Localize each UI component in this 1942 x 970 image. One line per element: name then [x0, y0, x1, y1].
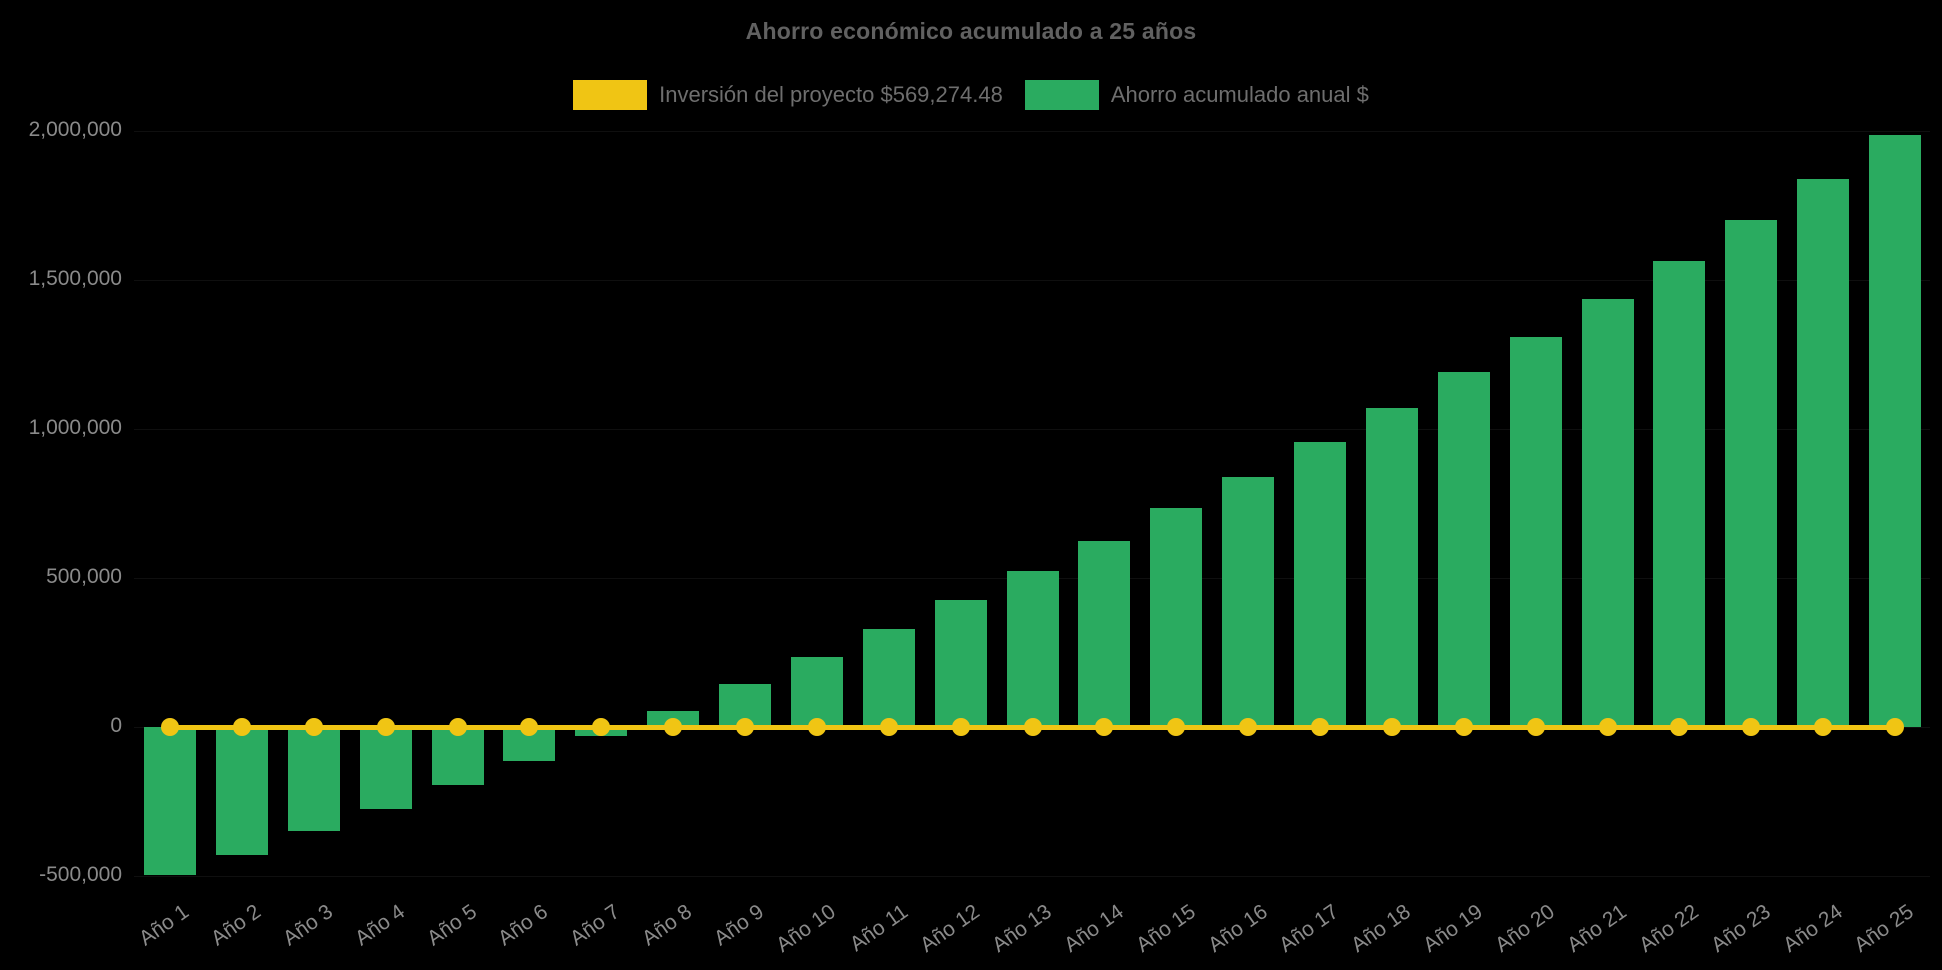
gridline	[134, 280, 1930, 281]
x-axis-label: Año 2	[206, 900, 266, 951]
y-axis-tick-label: 0	[110, 714, 122, 737]
x-axis-label: Año 22	[1634, 900, 1703, 958]
x-axis-label: Año 5	[422, 900, 481, 951]
investment-line-marker	[1886, 718, 1904, 736]
x-axis-label: Año 20	[1491, 900, 1559, 958]
x-axis-label: Año 21	[1562, 900, 1631, 958]
investment-line-marker	[880, 718, 898, 736]
savings-bar	[1725, 220, 1777, 727]
savings-bar	[1294, 442, 1346, 727]
savings-bar	[216, 727, 268, 855]
x-axis-label: Año 13	[987, 900, 1056, 958]
savings-bar	[791, 657, 843, 727]
x-axis-label: Año 17	[1275, 900, 1344, 958]
investment-line-marker	[736, 718, 754, 736]
x-axis-label: Año 6	[494, 900, 553, 951]
x-axis-label: Año 9	[710, 900, 769, 951]
investment-line-marker	[377, 718, 395, 736]
savings-bar	[360, 727, 412, 809]
x-axis-label: Año 24	[1778, 900, 1847, 958]
savings-bar	[288, 727, 340, 831]
x-axis-label: Año 11	[845, 900, 912, 957]
savings-bar	[144, 727, 196, 875]
savings-bar	[1869, 135, 1921, 727]
savings-bar	[1078, 541, 1130, 727]
x-axis-label: Año 8	[638, 900, 697, 951]
y-axis-tick-label: -500,000	[39, 863, 122, 886]
chart-legend: Inversión del proyecto $569,274.48 Ahorr…	[0, 80, 1942, 110]
gridline	[134, 429, 1930, 430]
investment-line-marker	[449, 718, 467, 736]
investment-line-marker	[1095, 718, 1113, 736]
savings-bar	[1582, 299, 1634, 727]
investment-line-marker	[1239, 718, 1257, 736]
x-axis-label: Año 12	[916, 900, 984, 958]
savings-bar	[863, 629, 915, 727]
legend-swatch-savings	[1024, 80, 1099, 110]
x-axis-label: Año 10	[772, 900, 841, 958]
investment-line-marker	[1599, 718, 1617, 736]
y-axis-tick-label: 2,000,000	[28, 118, 122, 141]
investment-line-marker	[520, 718, 538, 736]
investment-line-marker	[1383, 718, 1401, 736]
x-axis-label: Año 1	[135, 900, 194, 951]
investment-line-marker	[233, 718, 251, 736]
savings-bar	[1438, 372, 1490, 727]
savings-bar	[935, 600, 987, 727]
x-axis-label: Año 18	[1347, 900, 1416, 958]
investment-line-marker	[592, 718, 610, 736]
x-axis-label: Año 7	[566, 900, 625, 951]
investment-line-marker	[1670, 718, 1688, 736]
y-axis-tick-label: 1,000,000	[28, 416, 122, 439]
x-axis-label: Año 4	[350, 900, 409, 951]
investment-line-marker	[1167, 718, 1185, 736]
y-axis-tick-label: 500,000	[46, 565, 122, 588]
x-axis-label: Año 23	[1706, 900, 1775, 958]
investment-line-marker	[1024, 718, 1042, 736]
savings-bar	[1150, 508, 1202, 727]
gridline	[134, 876, 1930, 877]
x-axis-label: Año 14	[1059, 900, 1128, 958]
x-axis-label: Año 25	[1850, 900, 1919, 958]
investment-line-marker	[1814, 718, 1832, 736]
savings-bar	[1797, 179, 1849, 727]
gridline	[134, 131, 1930, 132]
x-axis-label: Año 3	[278, 900, 337, 951]
investment-line-marker	[1742, 718, 1760, 736]
savings-bar	[1653, 261, 1705, 727]
savings-bar	[1366, 408, 1418, 727]
investment-line-marker	[808, 718, 826, 736]
investment-line-marker	[1455, 718, 1473, 736]
savings-bar	[1007, 571, 1059, 727]
legend-label-investment: Inversión del proyecto $569,274.48	[659, 82, 1003, 107]
savings-bar	[432, 727, 484, 785]
legend-label-savings: Ahorro acumulado anual $	[1110, 82, 1369, 107]
savings-bar	[1222, 477, 1274, 727]
investment-line-marker	[952, 718, 970, 736]
x-axis-label: Año 19	[1419, 900, 1487, 958]
investment-line-marker	[305, 718, 323, 736]
chart-title: Ahorro económico acumulado a 25 años	[745, 18, 1197, 44]
investment-line-marker	[1311, 718, 1329, 736]
x-axis-label: Año 16	[1203, 900, 1272, 958]
savings-bar	[1510, 337, 1562, 727]
investment-line-marker	[161, 718, 179, 736]
investment-line-marker	[664, 718, 682, 736]
x-axis-label: Año 15	[1131, 900, 1200, 958]
legend-swatch-investment	[573, 80, 648, 110]
investment-line-marker	[1527, 718, 1545, 736]
y-axis-tick-label: 1,500,000	[28, 267, 122, 290]
